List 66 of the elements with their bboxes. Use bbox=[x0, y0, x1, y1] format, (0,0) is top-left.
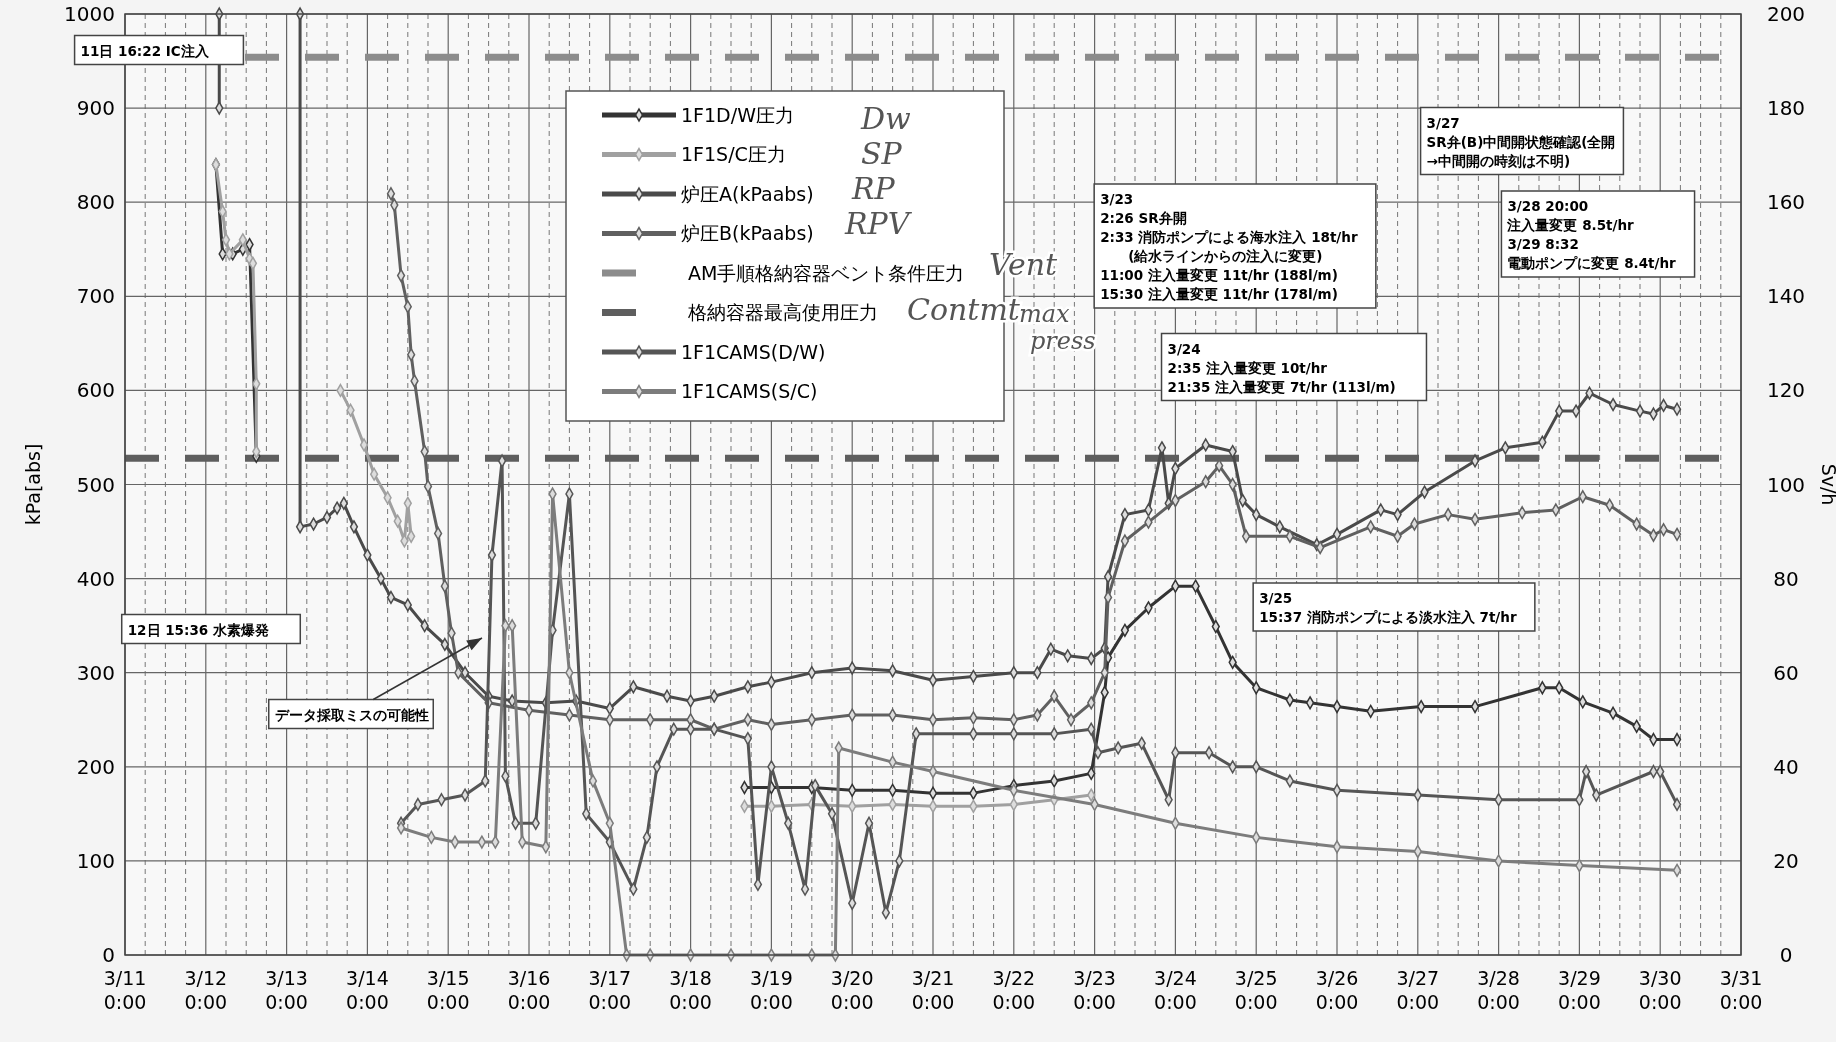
y2-tick-label: 80 bbox=[1773, 566, 1799, 591]
x-tick-label: 3/21 0:00 bbox=[911, 967, 955, 1013]
x-tick-label: 3/23 0:00 bbox=[1073, 967, 1116, 1013]
legend-label: 1F1D/W圧力 bbox=[681, 103, 794, 126]
y-tick-label: 400 bbox=[76, 566, 115, 591]
y-tick-label: 1000 bbox=[64, 2, 115, 26]
x-tick-label: 3/29 0:00 bbox=[1558, 967, 1601, 1013]
annotation: 3/28 20:00 注入量変更 8.5t/hr 3/29 8:32 電動ポンプに変更 8.4t/hr bbox=[1506, 198, 1677, 271]
x-tick-label: 3/12 0:00 bbox=[184, 967, 228, 1013]
y-tick-label: 800 bbox=[76, 190, 115, 215]
x-tick-label: 3/11 0:00 bbox=[103, 967, 147, 1013]
annotation: 12日 15:36 水素爆発 bbox=[127, 621, 269, 638]
y-tick-label: 700 bbox=[76, 284, 115, 309]
annotation: RPV bbox=[844, 206, 913, 241]
x-tick-label: 3/31 0:00 bbox=[1719, 967, 1763, 1013]
x-tick-label: 3/27 0:00 bbox=[1396, 967, 1440, 1013]
x-tick-label: 3/20 0:00 bbox=[830, 967, 874, 1013]
x-tick-label: 3/15 0:00 bbox=[426, 967, 470, 1013]
x-tick-label: 3/19 0:00 bbox=[750, 967, 793, 1013]
legend-label: 炉圧B(kPaabs) bbox=[681, 222, 814, 245]
x-tick-label: 3/13 0:00 bbox=[265, 967, 308, 1013]
x-tick-label: 3/22 0:00 bbox=[992, 967, 1036, 1013]
legend-label: 1F1S/C圧力 bbox=[681, 143, 786, 166]
legend-label: AM手順格納容器ベント条件圧力 bbox=[688, 261, 965, 284]
annotation: 3/27 SR弁(B)中間開状態確認(全開 →中間開の時刻は不明) bbox=[1426, 114, 1616, 169]
y-tick-label: 100 bbox=[76, 848, 115, 873]
y-tick-label: 900 bbox=[76, 96, 115, 121]
legend-label: 1F1CAMS(D/W) bbox=[681, 340, 826, 363]
y2-tick-label: 0 bbox=[1779, 943, 1793, 967]
x-tick-label: 3/24 0:00 bbox=[1154, 967, 1197, 1013]
y2-tick-label: 160 bbox=[1766, 190, 1806, 215]
x-tick-label: 3/25 0:00 bbox=[1234, 967, 1278, 1013]
y2-tick-label: 180 bbox=[1766, 96, 1806, 121]
annotation: データ採取ミスの可能性 bbox=[274, 706, 429, 723]
annotation: SP bbox=[861, 136, 903, 171]
x-tick-label: 3/30 0:00 bbox=[1638, 967, 1682, 1013]
x-tick-label: 3/17 0:00 bbox=[588, 967, 632, 1013]
annotation: max bbox=[1019, 300, 1071, 328]
y2-tick-label: 120 bbox=[1766, 378, 1806, 403]
y-tick-label: 600 bbox=[76, 378, 115, 403]
x-tick-label: 3/14 0:00 bbox=[346, 967, 389, 1013]
legend-label: 1F1CAMS(S/C) bbox=[681, 380, 818, 403]
legend-label: 炉圧A(kPaabs) bbox=[681, 182, 814, 205]
y-tick-label: 0 bbox=[102, 943, 115, 967]
annotation: 3/23 2:26 SR弁開 2:33 消防ポンプによる海水注入 18t/hr (給水ラインからの注入に変更) 11:00 注入量変更 11t/hr (188l/m) 15:30 注入量変更 11t/hr (178l/m) bbox=[1100, 191, 1358, 302]
x-tick-label: 3/16 0:00 bbox=[507, 967, 551, 1013]
annotation: 3/24 2:35 注入量変更 10t/hr 21:35 注入量変更 7t/hr (113l/m) bbox=[1167, 340, 1396, 395]
annotation: RP bbox=[851, 171, 896, 206]
legend-label: 格納容器最高使用圧力 bbox=[687, 301, 878, 324]
x-tick-label: 3/28 0:00 bbox=[1477, 967, 1520, 1013]
y-tick-label: 300 bbox=[76, 660, 115, 685]
y2-tick-label: 100 bbox=[1766, 472, 1806, 497]
annotation: Dw bbox=[860, 101, 912, 136]
y2-tick-label: 60 bbox=[1773, 660, 1799, 685]
y2-tick-label: 140 bbox=[1766, 284, 1806, 309]
y2-axis-title: Sv/h bbox=[1818, 463, 1836, 506]
annotation: 11日 16:22 IC注入 bbox=[80, 42, 210, 59]
x-tick-label: 3/26 0:00 bbox=[1315, 967, 1359, 1013]
y-axis-title: kPa[abs] bbox=[22, 443, 44, 526]
annotation: 3/25 15:37 消防ポンプによる淡水注入 7t/hr bbox=[1259, 590, 1517, 625]
y2-tick-label: 200 bbox=[1766, 2, 1806, 26]
y2-tick-label: 40 bbox=[1773, 754, 1799, 779]
y-tick-label: 200 bbox=[76, 754, 115, 779]
y-tick-label: 500 bbox=[76, 472, 115, 497]
x-tick-label: 3/18 0:00 bbox=[669, 967, 712, 1013]
y2-tick-label: 20 bbox=[1773, 848, 1799, 873]
